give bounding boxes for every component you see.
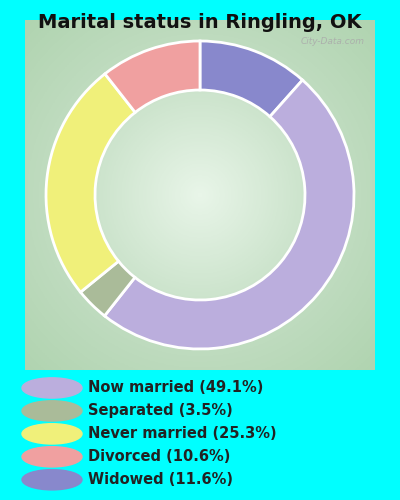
Circle shape bbox=[22, 378, 82, 398]
Circle shape bbox=[22, 446, 82, 467]
Circle shape bbox=[22, 470, 82, 490]
Wedge shape bbox=[46, 74, 135, 292]
Text: Divorced (10.6%): Divorced (10.6%) bbox=[88, 450, 230, 464]
Text: City-Data.com: City-Data.com bbox=[300, 38, 364, 46]
Text: Marital status in Ringling, OK: Marital status in Ringling, OK bbox=[38, 12, 362, 32]
Circle shape bbox=[22, 401, 82, 421]
Text: Widowed (11.6%): Widowed (11.6%) bbox=[88, 472, 233, 487]
Circle shape bbox=[22, 424, 82, 444]
Text: Now married (49.1%): Now married (49.1%) bbox=[88, 380, 263, 396]
Wedge shape bbox=[105, 41, 200, 113]
Text: Separated (3.5%): Separated (3.5%) bbox=[88, 404, 233, 418]
Wedge shape bbox=[104, 80, 354, 349]
Wedge shape bbox=[200, 41, 302, 117]
Wedge shape bbox=[80, 261, 135, 316]
Text: Never married (25.3%): Never married (25.3%) bbox=[88, 426, 277, 442]
